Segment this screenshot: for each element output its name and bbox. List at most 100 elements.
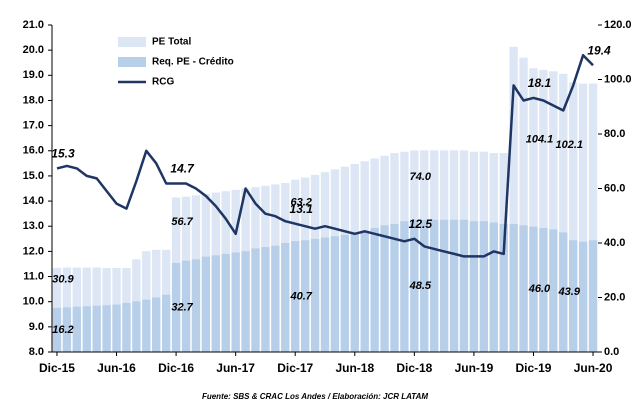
x-tick-label: Dic-15: [39, 361, 75, 375]
legend-label: PE Total: [152, 37, 191, 48]
y-tick-label: 20.0: [23, 44, 44, 56]
y-tick-label: 12.0: [23, 245, 44, 257]
y-tick-label: 17.0: [23, 120, 44, 132]
y2-tick-label: 120.0: [604, 19, 631, 31]
bar: [539, 69, 548, 353]
bar: [549, 71, 558, 352]
bar: [291, 241, 300, 352]
value-label: 16.2: [52, 324, 73, 336]
value-label: 14.7: [170, 162, 195, 176]
legend-label: RCG: [152, 77, 174, 88]
bar: [529, 226, 538, 352]
y-tick-label: 10.0: [23, 296, 44, 308]
bar: [449, 219, 459, 352]
y2-tick-label: 40.0: [604, 237, 625, 249]
bar: [72, 306, 81, 352]
x-tick-label: Dic-18: [396, 361, 432, 375]
value-label: 40.7: [290, 290, 313, 302]
bar: [112, 304, 121, 352]
bar: [62, 307, 72, 352]
bar: [161, 294, 171, 352]
y-tick-label: 21.0: [23, 19, 44, 31]
bar: [519, 225, 528, 352]
bar: [350, 233, 359, 352]
x-tick-label: Dic-17: [277, 361, 313, 375]
y-tick-label: 9.0: [29, 321, 44, 333]
bar: [479, 221, 489, 352]
bar: [191, 259, 201, 352]
x-tick-label: Dic-19: [515, 361, 551, 375]
bar: [52, 307, 62, 352]
bar: [271, 245, 280, 352]
bar: [370, 228, 379, 352]
y-tick-label: 18.0: [23, 94, 44, 106]
bar: [420, 219, 429, 352]
value-label: 104.1: [526, 133, 554, 145]
bar: [122, 302, 131, 352]
value-label: 102.1: [555, 139, 583, 151]
y2-tick-label: 0.0: [604, 346, 619, 358]
bar: [251, 248, 260, 352]
source: Fuente: SBS & CRAC Los Andes / Elaboraci…: [202, 392, 428, 401]
bar: [509, 46, 518, 353]
bar: [549, 229, 558, 352]
bar: [569, 82, 578, 352]
value-label: 48.5: [409, 280, 432, 292]
bar: [430, 219, 439, 352]
bar: [559, 232, 568, 352]
bar: [439, 219, 449, 352]
bar: [578, 241, 588, 352]
value-label: 18.1: [528, 76, 552, 90]
legend-label: Req. PE - Crédito: [152, 57, 234, 68]
value-label: 32.7: [171, 301, 193, 313]
bar: [459, 219, 469, 352]
y-tick-label: 14.0: [23, 195, 44, 207]
line: [56, 53, 594, 258]
bar: [320, 237, 330, 352]
bar: [92, 305, 101, 352]
bar: [559, 73, 568, 352]
bar: [132, 301, 141, 352]
bar: [241, 251, 250, 352]
bar: [142, 299, 151, 352]
bar: [578, 83, 588, 353]
bar: [400, 221, 409, 352]
x-tick-label: Jun-18: [335, 361, 374, 375]
y-tick-label: 11.0: [23, 270, 44, 282]
bar: [569, 240, 578, 352]
bar: [231, 252, 240, 352]
value-label: 15.3: [51, 147, 75, 161]
y-tick-label: 8.0: [29, 346, 44, 358]
bar: [539, 228, 548, 352]
bar: [380, 225, 389, 352]
bar: [152, 297, 161, 352]
value-label: 30.9: [52, 274, 74, 286]
y2-tick-label: 80.0: [604, 128, 625, 140]
bar: [300, 240, 310, 352]
bar: [171, 262, 181, 352]
bar: [340, 234, 350, 352]
y-tick-label: 19.0: [23, 69, 44, 81]
y2-tick-label: 20.0: [604, 291, 625, 303]
bar: [221, 253, 230, 352]
bar: [82, 306, 91, 352]
value-label: 19.4: [587, 43, 611, 57]
bar: [390, 223, 399, 352]
bar: [201, 256, 211, 352]
y-tick-label: 13.0: [23, 220, 44, 232]
bar: [509, 223, 518, 352]
x-tick-label: Jun-16: [97, 361, 136, 375]
bar: [588, 83, 598, 353]
bar: [519, 57, 528, 352]
value-label: 56.7: [171, 216, 193, 228]
value-label: 63.2: [291, 196, 312, 208]
value-label: 43.9: [558, 286, 581, 298]
bar: [489, 222, 498, 352]
y-tick-label: 16.0: [23, 145, 44, 157]
y2-tick-label: 60.0: [604, 182, 625, 194]
bar: [360, 230, 369, 352]
bar: [261, 247, 270, 352]
bar: [181, 260, 191, 352]
bar: [588, 240, 598, 352]
bar: [410, 219, 419, 352]
